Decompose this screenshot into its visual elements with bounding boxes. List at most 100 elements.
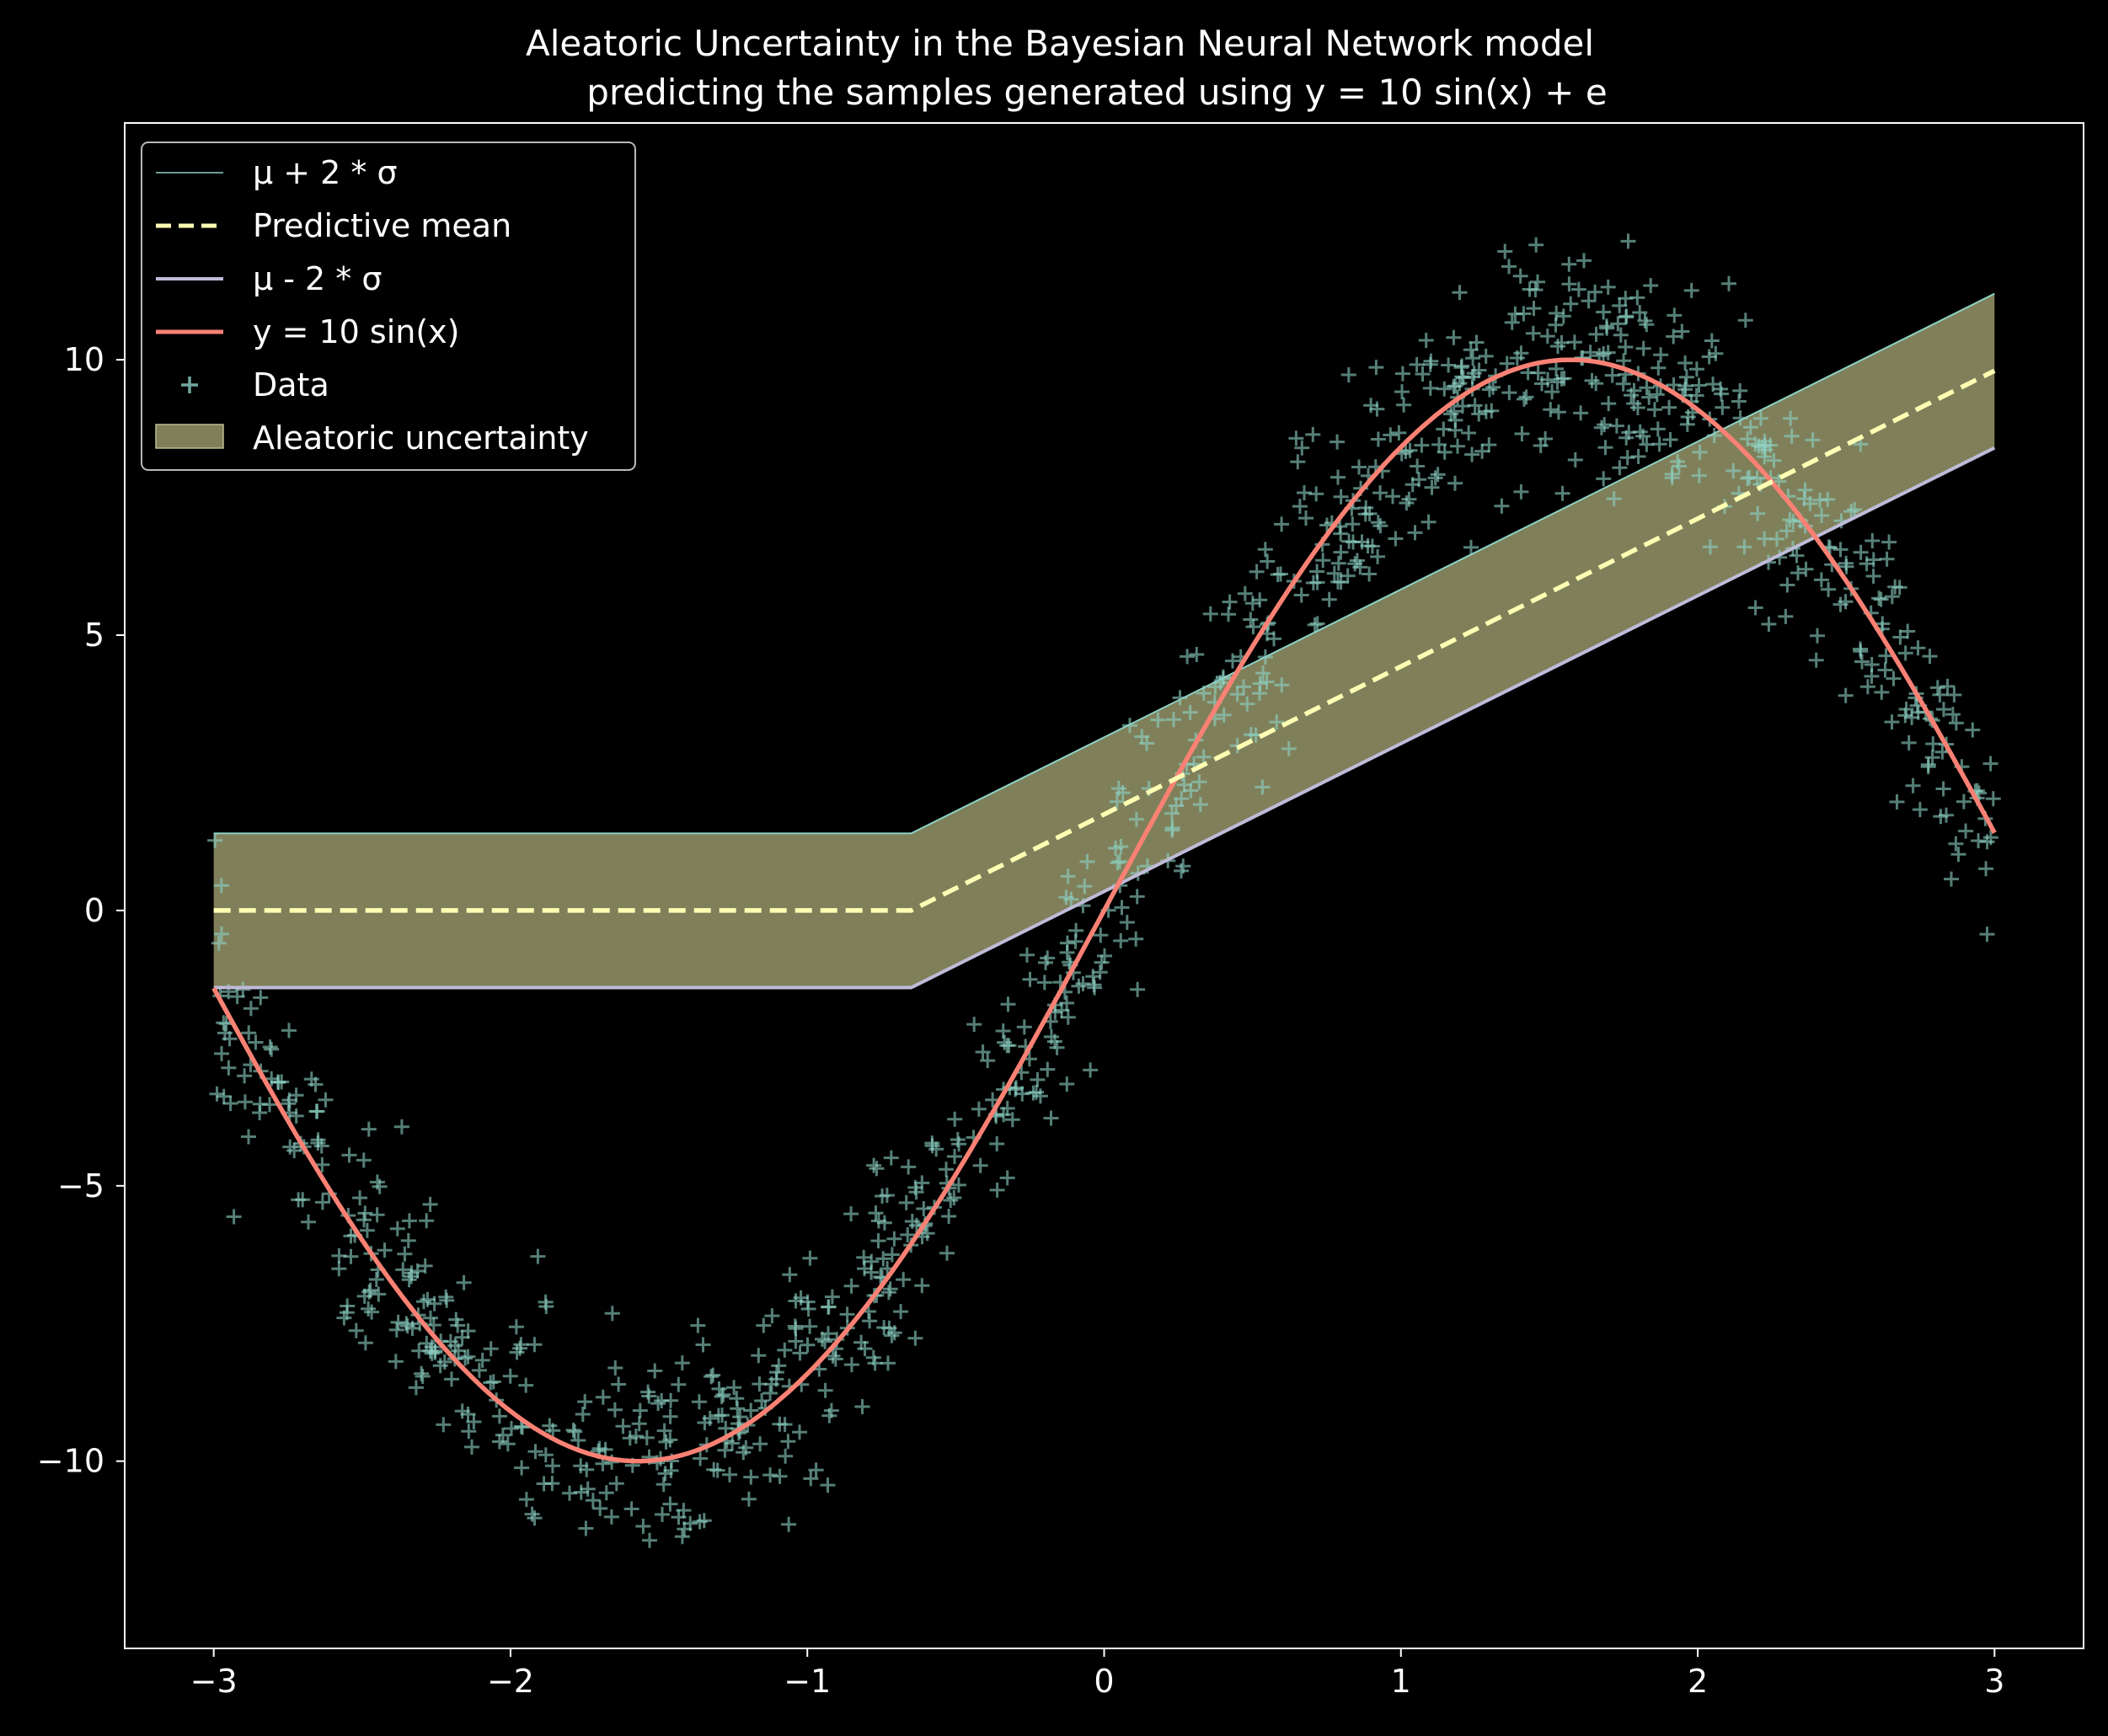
data-point — [544, 1458, 560, 1474]
data-point — [1573, 405, 1589, 421]
data-point — [792, 1424, 807, 1440]
data-point — [1752, 410, 1768, 426]
data-point — [1330, 469, 1346, 485]
data-point — [821, 1326, 836, 1342]
data-point — [875, 1188, 891, 1204]
data-point — [943, 1193, 959, 1208]
data-point — [361, 1121, 377, 1137]
data-point — [536, 1476, 552, 1492]
data-point — [1593, 419, 1609, 435]
data-point — [1554, 485, 1570, 501]
data-point — [866, 1157, 882, 1173]
data-point — [1985, 791, 2001, 807]
data-scatter-layer — [207, 233, 2001, 1548]
data-point — [880, 1355, 896, 1371]
data-point — [658, 1434, 674, 1450]
data-point — [781, 1516, 797, 1532]
data-point — [1721, 275, 1736, 291]
data-point — [1769, 531, 1784, 547]
data-point — [1333, 489, 1349, 505]
data-point — [1501, 385, 1517, 401]
data-point — [1539, 329, 1555, 345]
data-point — [1886, 670, 1902, 686]
data-point — [542, 1418, 558, 1434]
data-point — [399, 1316, 415, 1332]
data-point — [357, 1205, 373, 1221]
data-point — [1063, 891, 1079, 907]
data-point — [1252, 686, 1267, 702]
data-point — [390, 1314, 406, 1330]
data-point — [241, 1129, 256, 1145]
lines-layer — [211, 292, 1997, 1464]
data-point — [854, 1399, 870, 1414]
data-point — [343, 1228, 359, 1244]
data-point — [216, 1088, 232, 1104]
data-point — [603, 1509, 619, 1525]
legend-data-label: Data — [253, 366, 329, 403]
data-point — [1534, 376, 1549, 392]
data-point — [1370, 548, 1386, 564]
data-point — [1255, 779, 1271, 795]
data-point — [252, 1096, 268, 1112]
data-point — [1094, 954, 1110, 970]
data-point — [989, 1182, 1005, 1198]
data-point — [580, 1481, 596, 1497]
data-point — [898, 1194, 914, 1210]
data-point — [1499, 355, 1515, 371]
data-point — [1189, 647, 1205, 662]
data-point — [908, 1184, 924, 1200]
data-point — [732, 1409, 748, 1425]
data-point — [1466, 366, 1482, 382]
data-point — [460, 1323, 476, 1339]
data-point — [1115, 785, 1131, 801]
data-point — [222, 1096, 238, 1111]
chart-title-line-2: predicting the samples generated using y… — [586, 72, 1607, 113]
data-point — [635, 1519, 651, 1534]
y-tick-label: −5 — [57, 1167, 104, 1205]
data-point — [1526, 301, 1542, 317]
data-point — [397, 1246, 413, 1262]
data-point — [281, 1023, 297, 1039]
data-point — [1566, 334, 1582, 350]
data-point — [408, 1380, 424, 1396]
data-point — [1725, 463, 1742, 478]
data-point — [641, 1388, 657, 1404]
data-point — [1000, 996, 1016, 1012]
x-tick-label: 2 — [1688, 1663, 1708, 1700]
data-point — [595, 1389, 611, 1405]
data-point — [303, 1071, 319, 1087]
data-point — [705, 1367, 721, 1383]
data-point — [211, 935, 227, 951]
data-point — [939, 1162, 954, 1178]
data-point — [1936, 702, 1951, 718]
data-point — [1705, 377, 1721, 393]
data-point — [389, 1221, 405, 1237]
y-tick-label: 10 — [64, 341, 104, 378]
data-point — [500, 1436, 516, 1452]
data-point — [1463, 539, 1479, 555]
data-point — [1561, 256, 1577, 272]
data-point — [1481, 437, 1497, 453]
data-point — [474, 1352, 490, 1368]
data-point — [824, 1289, 840, 1305]
data-point — [1077, 879, 1093, 895]
x-tick-label: 0 — [1094, 1663, 1114, 1700]
data-point — [343, 1248, 359, 1264]
data-point — [1979, 927, 1995, 943]
data-point — [1544, 384, 1560, 400]
data-point — [1732, 382, 1748, 398]
data-point — [1616, 353, 1632, 369]
data-point — [966, 1017, 982, 1033]
data-point — [1192, 797, 1208, 813]
data-point — [598, 1485, 614, 1501]
data-point — [1948, 836, 1964, 852]
data-point — [504, 1421, 519, 1436]
x-tick-label: −2 — [487, 1663, 534, 1700]
data-point — [1859, 679, 1875, 695]
data-point — [243, 1001, 259, 1017]
data-point — [1935, 781, 1951, 797]
data-point — [1785, 514, 1801, 530]
data-point — [518, 1492, 534, 1508]
data-point — [1910, 640, 1926, 656]
data-point — [1244, 596, 1260, 612]
